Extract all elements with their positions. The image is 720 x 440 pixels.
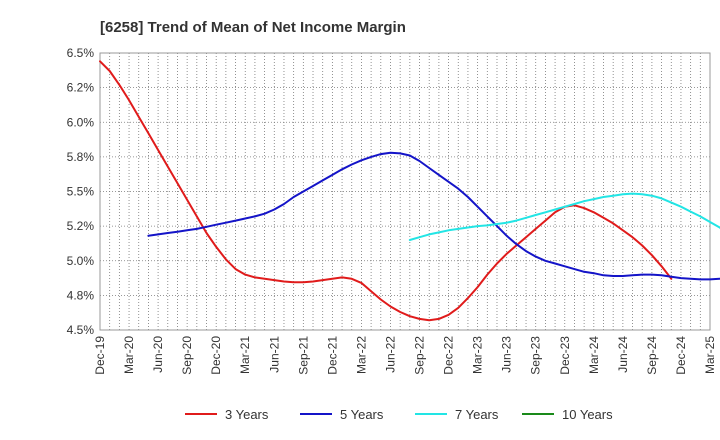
x-axis: Dec-19 Mar-20 Jun-20 Sep-20 Dec-20 Mar-21 Jun-… [93, 336, 717, 375]
x-tick-label: Sep-23 [529, 336, 543, 375]
grid [100, 53, 710, 330]
x-tick-label: Jun-22 [383, 336, 397, 373]
legend-label-7-years: 7 Years [455, 407, 499, 422]
y-tick-label: 5.2% [67, 219, 95, 233]
y-tick-label: 5.8% [67, 150, 95, 164]
x-tick-label: Sep-24 [645, 336, 659, 375]
x-tick-label: Mar-22 [354, 336, 368, 374]
x-tick-label: Sep-21 [296, 336, 310, 375]
y-tick-label: 6.0% [67, 115, 95, 129]
legend: 3 Years 5 Years 7 Years 10 Years [185, 407, 613, 422]
y-axis: 4.5% 4.8% 5.0% 5.2% 5.5% 5.8% 6.0% 6.2% 6.5% [67, 46, 95, 337]
y-tick-label: 6.2% [67, 81, 95, 95]
x-tick-label: Mar-24 [587, 336, 601, 374]
chart-title: [6258] Trend of Mean of Net Income Margi… [100, 19, 406, 36]
y-tick-label: 4.5% [67, 323, 95, 337]
y-tick-label: 6.5% [67, 46, 95, 60]
legend-label-10-years: 10 Years [562, 407, 613, 422]
x-tick-label: Mar-23 [471, 336, 485, 374]
x-tick-label: Dec-24 [674, 336, 688, 375]
x-tick-label: Sep-22 [413, 336, 427, 375]
y-tick-label: 5.5% [67, 185, 95, 199]
y-tick-label: 4.8% [67, 288, 95, 302]
x-tick-label: Jun-24 [616, 336, 630, 373]
x-tick-label: Dec-23 [558, 336, 572, 375]
x-tick-label: Mar-21 [238, 336, 252, 374]
x-tick-label: Jun-20 [151, 336, 165, 373]
legend-label-5-years: 5 Years [340, 407, 384, 422]
series-line-5-years [147, 151, 720, 281]
x-tick-label: Dec-19 [93, 336, 107, 375]
series-line-7-years [408, 192, 720, 241]
legend-label-3-years: 3 Years [225, 407, 269, 422]
x-tick-label: Dec-20 [209, 336, 223, 375]
x-tick-label: Mar-20 [122, 336, 136, 374]
x-tick-label: Dec-22 [442, 336, 456, 375]
x-tick-label: Dec-21 [325, 336, 339, 375]
series-line-3-years [99, 60, 673, 322]
y-tick-label: 5.0% [67, 254, 95, 268]
x-tick-label: Mar-25 [703, 336, 717, 374]
x-tick-label: Jun-21 [267, 336, 281, 373]
series-lines [99, 60, 720, 322]
plot-frame [99, 52, 711, 331]
x-tick-label: Jun-23 [500, 336, 514, 373]
x-tick-label: Sep-20 [180, 336, 194, 375]
